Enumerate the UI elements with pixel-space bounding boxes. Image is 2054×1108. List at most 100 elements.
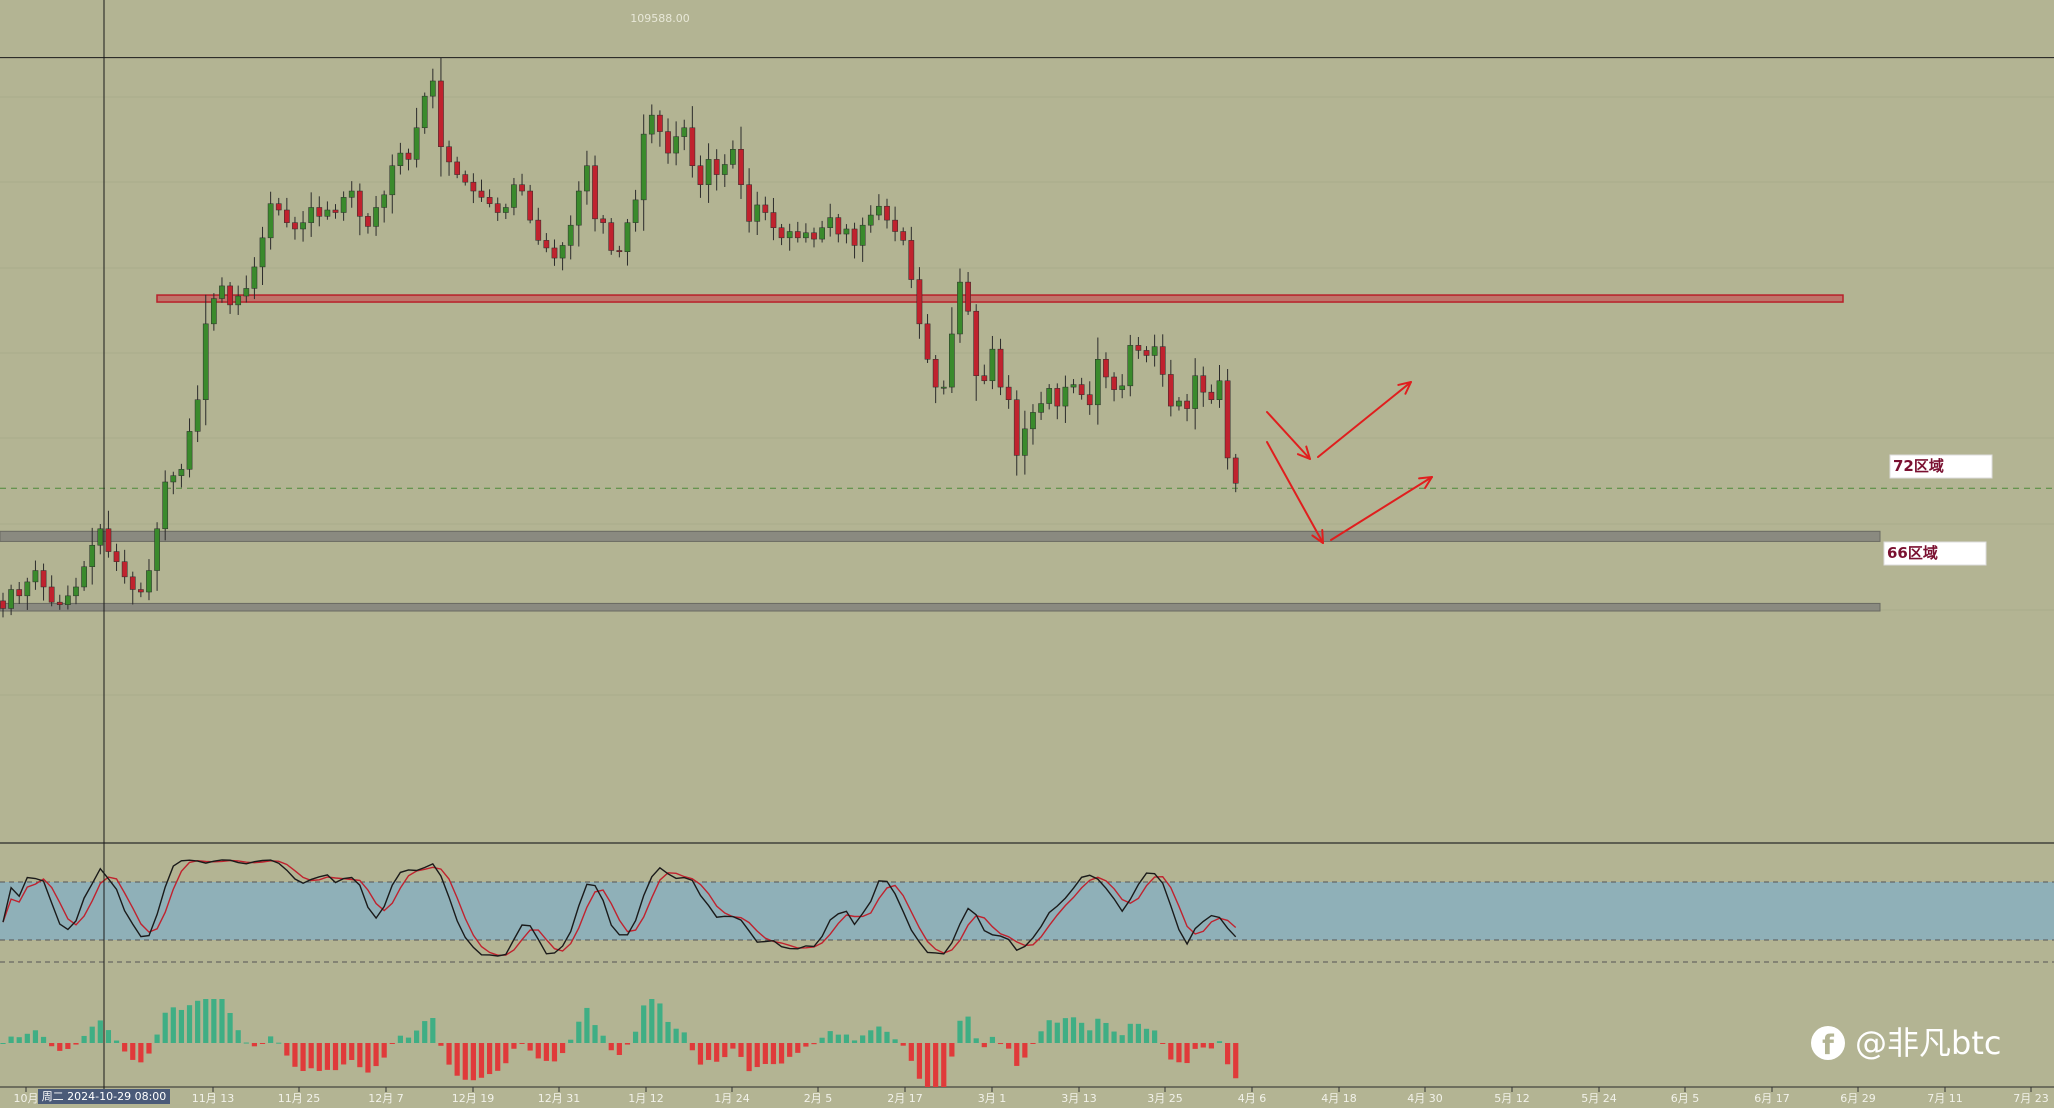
candle-body-down	[129, 576, 136, 590]
candle	[924, 314, 931, 363]
candle	[859, 217, 866, 262]
histogram-bar	[146, 1043, 152, 1054]
candle-body-down	[746, 184, 752, 222]
histogram-bar	[527, 1043, 533, 1051]
histogram-bar	[178, 1009, 185, 1043]
candle	[997, 338, 1004, 396]
candle	[235, 285, 242, 315]
candle	[1005, 375, 1012, 409]
histogram-bar	[576, 1021, 582, 1043]
x-tick-label: 6月 5	[1671, 1092, 1700, 1104]
candle-body-down	[997, 348, 1004, 388]
candle	[470, 173, 477, 204]
histogram-bar	[551, 1043, 558, 1062]
candle-body-up	[584, 165, 590, 192]
histogram-bar	[105, 1030, 112, 1043]
candle	[1119, 374, 1126, 399]
candle-body-down	[600, 218, 606, 223]
candle	[657, 110, 663, 147]
histogram-bar	[324, 1043, 330, 1070]
histogram-bar	[681, 1032, 687, 1043]
histogram-bar	[1062, 1018, 1069, 1043]
histogram-bar	[843, 1034, 850, 1043]
candle-body-down	[478, 190, 485, 198]
candle-body-down	[1135, 345, 1142, 351]
candle	[340, 191, 347, 221]
candle-body-up	[235, 295, 242, 306]
histogram-bar	[827, 1031, 833, 1043]
x-tick-label: 12月 7	[368, 1092, 404, 1104]
candle	[1111, 372, 1117, 402]
candle-body-down	[48, 586, 55, 603]
histogram-bar	[81, 1035, 87, 1043]
candle	[973, 304, 980, 401]
candle-body-up	[1176, 400, 1182, 407]
candle	[1062, 375, 1069, 423]
candle	[138, 582, 144, 598]
histogram-bar	[803, 1043, 809, 1047]
candle	[1176, 397, 1182, 411]
histogram-bar	[697, 1043, 704, 1065]
candle	[689, 106, 696, 178]
candle	[251, 257, 258, 300]
histogram-bar	[65, 1043, 71, 1049]
candle-body-up	[511, 184, 517, 208]
candle	[40, 563, 47, 601]
x-tick-label: 3月 13	[1061, 1092, 1097, 1104]
histogram-bar	[1152, 1030, 1158, 1043]
histogram-bar	[1208, 1043, 1214, 1049]
histogram-bar	[49, 1043, 55, 1047]
candle	[113, 543, 120, 571]
histogram-bar	[916, 1043, 923, 1079]
candle	[592, 155, 598, 232]
candle	[551, 239, 558, 266]
histogram-bar	[24, 1033, 30, 1043]
zone-label-text: 66区域	[1887, 544, 1938, 562]
histogram-bar	[649, 999, 655, 1043]
histogram-bar	[365, 1043, 371, 1073]
candle	[770, 197, 777, 241]
candle	[478, 179, 485, 202]
histogram-bar	[276, 1042, 282, 1044]
x-tick-label: 7月 23	[2013, 1092, 2049, 1104]
candle-body-down	[1005, 386, 1012, 401]
histogram-bar	[503, 1043, 509, 1064]
histogram-bar	[754, 1043, 760, 1068]
candle	[1070, 379, 1077, 394]
candle-body-down	[121, 561, 128, 578]
candle-body-down	[454, 161, 461, 175]
arrowhead	[1418, 476, 1433, 489]
candle-body-down	[356, 190, 363, 217]
candle	[1086, 381, 1093, 415]
candle-body-down	[535, 219, 542, 241]
candle-body-up	[194, 399, 201, 432]
histogram-bar	[470, 1043, 476, 1081]
histogram-bar	[1103, 1022, 1109, 1043]
histogram-bar	[349, 1043, 355, 1060]
candle	[575, 181, 582, 247]
candle-body-up	[940, 386, 947, 389]
histogram-bar	[511, 1043, 517, 1049]
histogram-bar	[341, 1043, 347, 1065]
crosshair-time-box	[38, 1089, 170, 1104]
x-tick-label: 6月 17	[1754, 1092, 1790, 1104]
histogram-bar	[259, 1043, 266, 1044]
histogram-bar	[1119, 1035, 1125, 1043]
histogram-bar	[519, 1043, 525, 1044]
candle-body-up	[1192, 375, 1199, 409]
candle	[940, 380, 947, 395]
histogram-bar	[941, 1043, 947, 1087]
histogram-bar	[641, 1005, 647, 1043]
histogram-bar	[600, 1035, 606, 1043]
candle-body-up	[754, 204, 761, 222]
histogram-bar	[32, 1030, 39, 1043]
candle	[121, 549, 128, 584]
candle-body-down	[1111, 376, 1117, 390]
histogram-bar	[787, 1043, 793, 1057]
candle	[1038, 391, 1044, 420]
candle-body-down	[105, 528, 112, 552]
x-tick-label: 2月 5	[804, 1092, 833, 1104]
candle-body-down	[438, 80, 444, 147]
candle-body-down	[908, 240, 915, 280]
candle	[843, 224, 850, 244]
